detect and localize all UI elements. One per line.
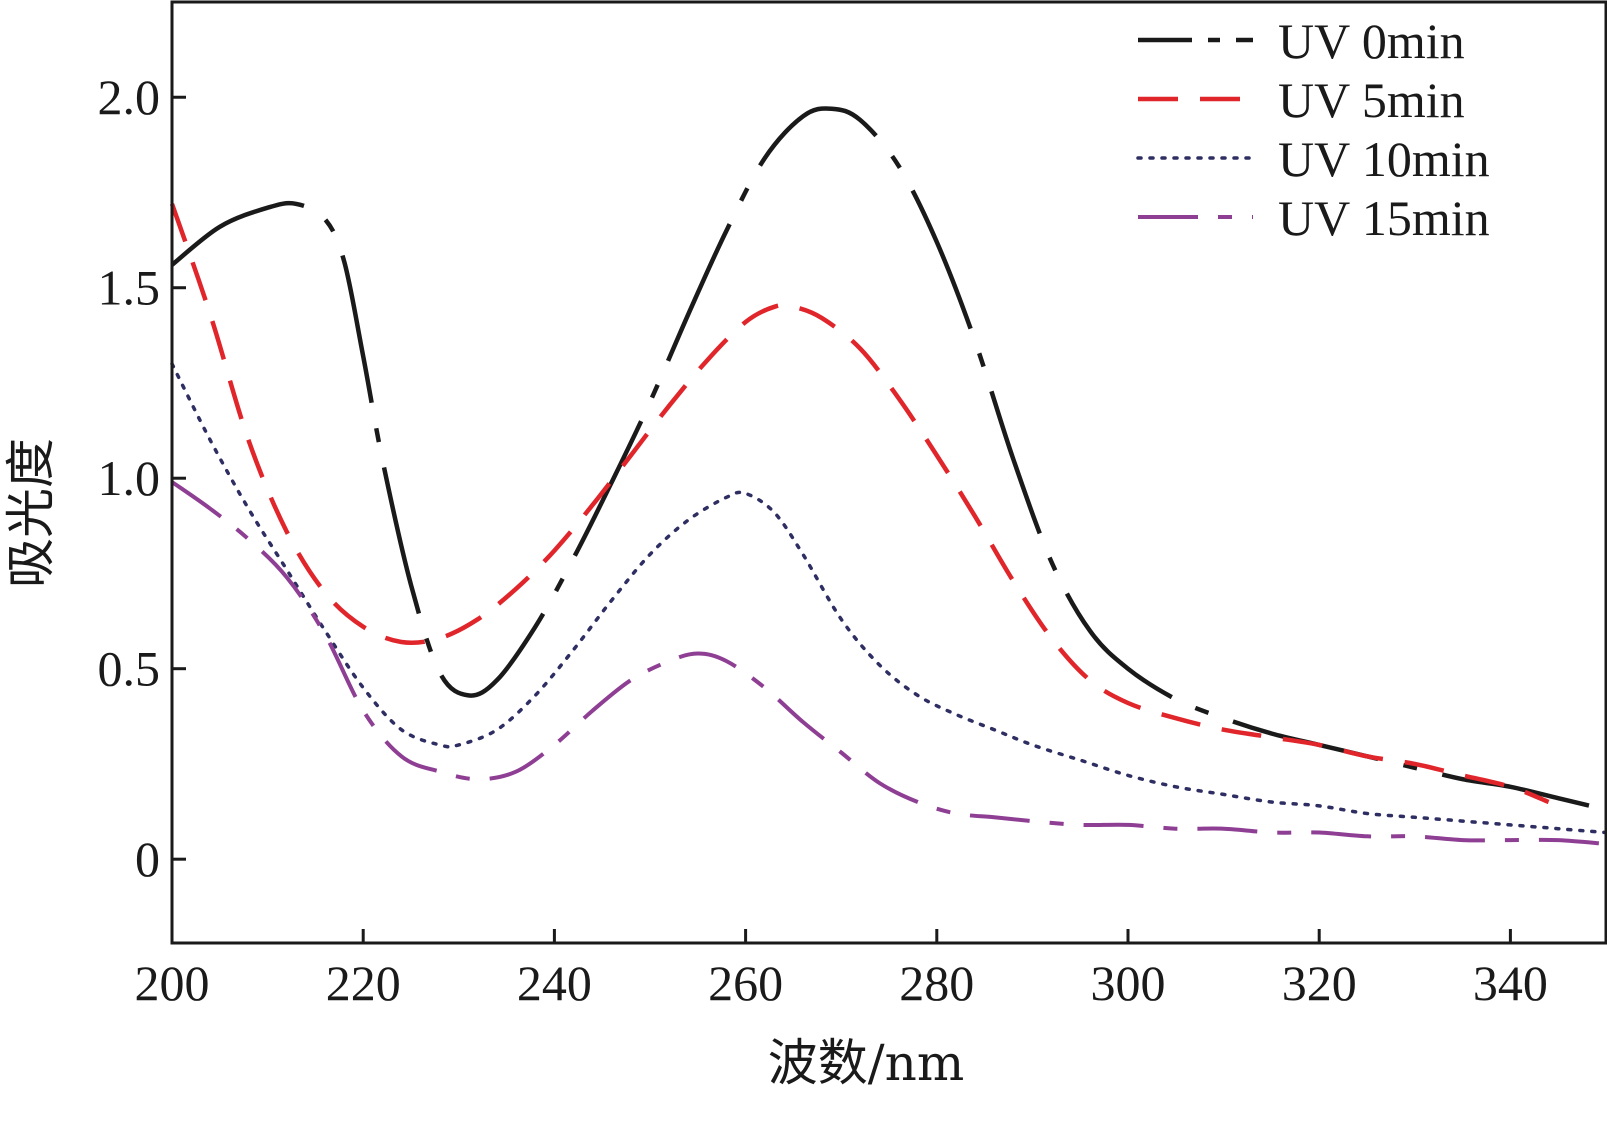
x-tick-label: 340 xyxy=(1473,955,1548,1011)
series-group xyxy=(169,106,1607,846)
x-axis: 200 220 240 260 280 300 320 340 xyxy=(135,929,1548,1011)
x-tick-label: 240 xyxy=(517,955,592,1011)
series-line-0 xyxy=(170,106,1607,812)
y-axis: 0 0.5 1.0 1.5 2.0 xyxy=(98,69,186,887)
x-tick-label: 220 xyxy=(326,955,401,1011)
y-tick-label: 0 xyxy=(135,831,160,887)
legend-label-1: UV 5min xyxy=(1278,72,1465,128)
x-tick-label: 260 xyxy=(708,955,783,1011)
y-tick-label: 1.5 xyxy=(98,260,161,316)
x-tick-label: 200 xyxy=(135,955,210,1011)
plot-frame xyxy=(170,0,1607,945)
legend-label-0: UV 0min xyxy=(1278,13,1465,69)
x-tick-label: 300 xyxy=(1091,955,1166,1011)
x-tick-label: 320 xyxy=(1282,955,1357,1011)
x-tick-label: 280 xyxy=(899,955,974,1011)
y-tick-label: 2.0 xyxy=(98,69,161,125)
legend-label-2: UV 10min xyxy=(1278,131,1490,187)
x-axis-title: 波数/nm xyxy=(768,1034,964,1092)
y-tick-label: 1.0 xyxy=(98,450,161,506)
series-line-3 xyxy=(170,480,1607,846)
y-axis-title: 吸光度 xyxy=(2,438,60,588)
series-line-2 xyxy=(170,362,1607,835)
series-line-1 xyxy=(169,203,1550,805)
y-tick-label: 0.5 xyxy=(98,641,161,697)
legend-label-3: UV 15min xyxy=(1278,190,1490,246)
